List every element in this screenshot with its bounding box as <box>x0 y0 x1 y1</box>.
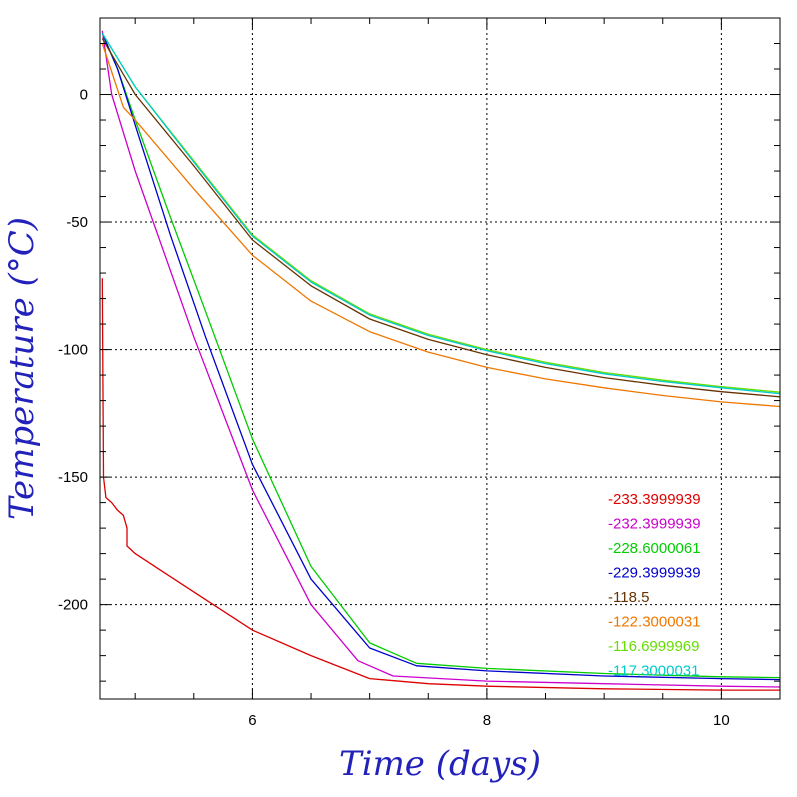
series-line-8 <box>101 32 781 395</box>
x-tick-label: 10 <box>713 712 730 729</box>
series-line-1 <box>101 278 780 691</box>
legend: -233.3999939 -232.3999939 -228.6000061 -229… <box>608 491 701 680</box>
series-line-7 <box>101 32 781 393</box>
y-axis-label: Temperature (°C) <box>2 217 42 520</box>
legend-entry-8: -117.3000031 <box>608 663 699 680</box>
legend-entry-7: -116.6999969 <box>608 638 699 655</box>
legend-entry-1: -233.3999939 <box>608 491 701 508</box>
legend-entry-2: -232.3999939 <box>608 516 701 533</box>
tick-labels: 6 8 10 0 -50 -100 -150 -200 <box>58 87 730 729</box>
legend-entry-3: -228.6000061 <box>608 540 701 557</box>
legend-entry-4: -229.3999939 <box>608 565 701 582</box>
legend-entry-6: -122.3000031 <box>608 614 701 631</box>
y-tick-label: -200 <box>58 597 88 614</box>
y-tick-label: -50 <box>66 214 88 231</box>
axis-ticks <box>100 18 781 699</box>
series-line-6 <box>101 43 781 408</box>
legend-entry-5: -118.5 <box>608 589 649 606</box>
x-tick-label: 6 <box>248 712 256 729</box>
x-tick-label: 8 <box>483 712 491 729</box>
y-tick-label: 0 <box>80 87 88 104</box>
y-tick-label: -100 <box>58 342 88 359</box>
series-lines <box>101 30 781 691</box>
x-axis-label: Time (days) <box>339 744 541 784</box>
series-line-2 <box>101 30 781 688</box>
series-line-4 <box>101 33 781 681</box>
series-line-5 <box>101 38 781 398</box>
grid <box>100 18 780 699</box>
plot-frame <box>99 17 781 700</box>
y-tick-label: -150 <box>58 469 88 486</box>
